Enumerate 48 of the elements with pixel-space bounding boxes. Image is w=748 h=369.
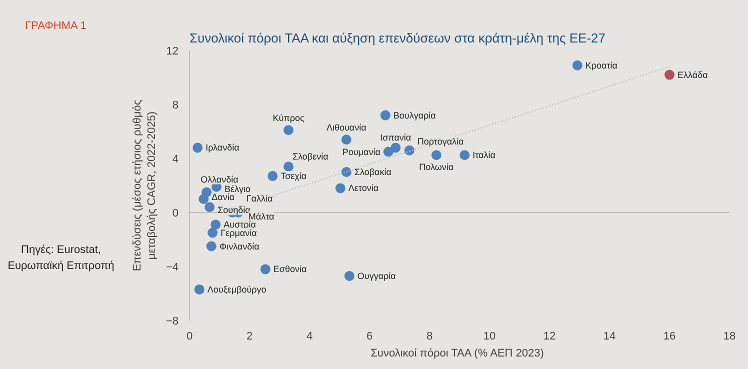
annotation: Δανία	[212, 192, 235, 202]
annotation: Λετονία	[348, 183, 379, 194]
x-tick-label: 4	[306, 330, 313, 342]
y-tick-label: 12	[166, 46, 179, 58]
x-tick-label: 16	[663, 330, 676, 342]
x-tick-label: 12	[543, 330, 556, 342]
annotation: Σλοβακία	[354, 167, 392, 177]
annotation: Πορτογαλία	[417, 136, 464, 146]
annotation: Λιθουανία	[326, 122, 366, 133]
x-tick-label: 18	[723, 330, 736, 342]
annotation: Γαλλία	[246, 194, 273, 204]
annotation: Ουγγαρία	[357, 270, 396, 281]
annotation: Ιταλία	[472, 150, 496, 160]
annotation: Φινλανδία	[219, 241, 260, 252]
annotation: Λουξεμβούργο	[207, 284, 266, 294]
annotation: Ιρλανδία	[206, 142, 240, 153]
annotation: Βουλγαρία	[393, 110, 436, 120]
annotation: Γερμανία	[220, 228, 257, 238]
annotation: Εσθονία	[273, 264, 307, 274]
annotation: Ρουμανία	[342, 146, 380, 157]
annotation: Ελλάδα	[678, 70, 708, 80]
text: Πηγές: Eurostat, Ευρωπαϊκή Επιτροπή	[6, 243, 116, 274]
x-tick-label: 2	[246, 330, 253, 342]
annotation: Ολλανδία	[200, 174, 238, 184]
annotation: Κύπρος	[272, 113, 305, 124]
x-axis-title: Συνολικοί πόροι ΤΑΑ (% ΑΕΠ 2023)	[370, 348, 544, 360]
annotation: Τσεχία	[280, 171, 307, 182]
y-tick-label: 0	[172, 208, 179, 220]
annotation: Πολωνία	[419, 162, 454, 172]
y-tick-label: −4	[166, 262, 179, 274]
annotation: Κροατία	[585, 60, 618, 70]
x-tick-label: 6	[366, 330, 373, 342]
chart-title: Συνολικοί πόροι ΤΑΑ και αύξηση επενδύσεων στα κράτη-μέλη της ΕΕ-27	[190, 30, 606, 46]
text: ΓΡΑΦΗΜΑ 1	[25, 19, 86, 34]
annotation: Σουηδία	[218, 205, 250, 216]
x-tick-label: 10	[483, 330, 496, 342]
annotation: Μάλτα	[248, 212, 274, 222]
x-tick-label: 8	[426, 330, 433, 342]
y-tick-label: −8	[166, 316, 179, 328]
annotation: Ισπανία	[380, 132, 412, 143]
x-tick-label: 0	[186, 330, 193, 342]
annotation: Σλοβενία	[292, 152, 328, 162]
annotation: Αυστρία	[224, 220, 256, 230]
y-tick-label: 8	[172, 100, 179, 112]
x-tick-label: 14	[603, 330, 616, 342]
annotation: Βέλγιο	[224, 184, 251, 194]
y-tick-label: 4	[172, 154, 179, 166]
y-axis-title: Επενδύσεις (μέσος ετήσιος ρυθμός μεταβολής CAGR, 2022-2025)	[132, 100, 158, 272]
